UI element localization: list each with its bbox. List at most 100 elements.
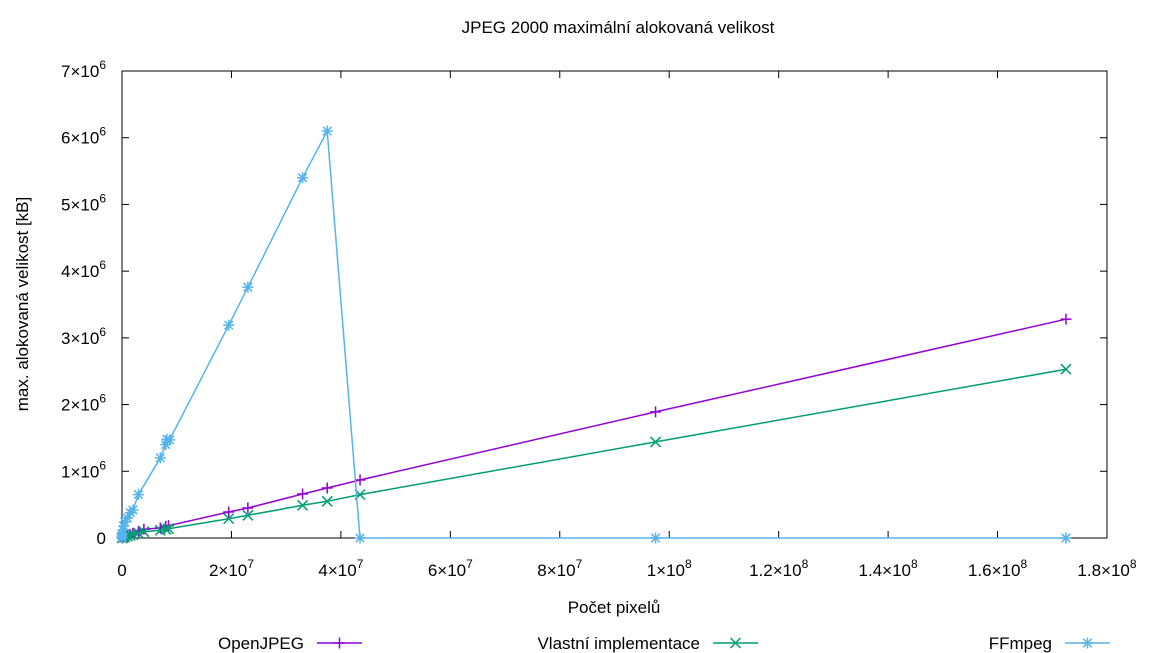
x-tick-label-exp: 8 <box>911 557 918 571</box>
y-tick-label-exp: 6 <box>99 191 106 205</box>
data-point <box>160 523 172 535</box>
x-tick-label-base: 1.2×10 <box>749 561 801 580</box>
x-tick-label-exp: 8 <box>685 557 692 571</box>
y-tick-label-exp: 6 <box>99 258 106 272</box>
x-tick-label-base: 1.6×10 <box>968 561 1020 580</box>
series-line <box>121 128 1066 539</box>
y-tick-label-exp: 6 <box>99 392 106 406</box>
x-tick-label: 2×107 <box>209 557 254 580</box>
data-point <box>1060 313 1072 325</box>
data-point <box>650 532 662 544</box>
data-point <box>297 499 309 511</box>
x-tick-label-exp: 8 <box>1020 557 1027 571</box>
data-point <box>164 434 176 446</box>
data-point <box>138 523 150 535</box>
data-point <box>127 504 139 516</box>
y-tick-label-exp: 6 <box>99 58 106 72</box>
y-tick-label-base: 4×10 <box>61 262 99 281</box>
x-tick-label: 1×108 <box>647 557 692 580</box>
legend: OpenJPEG Vlastní implementace FFmpeg <box>218 634 1110 653</box>
y-tick-label-base: 7×10 <box>61 62 99 81</box>
y-tick-label-base: 6×10 <box>61 129 99 148</box>
y-axis-label: max. alokovaná velikost [kB] <box>13 197 32 411</box>
data-point <box>297 488 309 500</box>
x-tick-label: 0 <box>117 561 126 580</box>
data-point <box>124 529 136 541</box>
legend-marker <box>334 637 345 649</box>
x-tick-label-base: 6×10 <box>428 561 466 580</box>
x-tick-label-base: 1×10 <box>647 561 685 580</box>
series-openjpeg <box>116 313 1072 544</box>
legend-label: Vlastní implementace <box>537 634 700 653</box>
y-tick-label: 7×106 <box>61 58 106 81</box>
x-tick-label-base: 2×10 <box>209 561 247 580</box>
x-axis-label: Počet pixelů <box>568 598 661 617</box>
x-tick-label: 1.8×108 <box>1077 557 1136 580</box>
series-layer <box>116 125 1072 544</box>
y-tick-label-base: 1×10 <box>61 462 99 481</box>
x-tick-label-exp: 8 <box>1130 557 1137 571</box>
y-tick-label: 0 <box>97 529 106 548</box>
series-ffmpeg <box>116 125 1072 544</box>
data-point <box>297 172 309 184</box>
x-tick-label-base: 4×10 <box>318 561 356 580</box>
data-point <box>162 523 175 535</box>
series-line <box>121 318 1067 539</box>
data-point <box>121 512 133 524</box>
plot-area <box>121 70 1108 539</box>
x-tick-label-exp: 7 <box>357 557 364 571</box>
x-tick-label-exp: 7 <box>247 557 254 571</box>
x-tick-label-exp: 7 <box>466 557 473 571</box>
legend-item: OpenJPEG <box>218 634 362 653</box>
data-point <box>223 319 235 331</box>
x-tick-label: 1.4×108 <box>859 557 918 580</box>
series-vlastn-implementace <box>116 363 1072 544</box>
y-tick-label: 6×106 <box>61 125 106 148</box>
data-point <box>138 526 150 538</box>
data-point <box>154 452 166 464</box>
legend-marker <box>1082 637 1093 649</box>
data-point <box>354 532 366 544</box>
data-point <box>223 513 235 525</box>
data-point <box>321 495 333 507</box>
x-tick-label-base: 1.8×10 <box>1077 561 1129 580</box>
y-tick-label: 5×106 <box>61 191 106 214</box>
data-point <box>242 281 254 293</box>
x-tick-label: 1.2×108 <box>749 557 808 580</box>
x-tick-label-base: 1.4×10 <box>859 561 911 580</box>
data-point <box>1060 532 1072 544</box>
data-point <box>321 482 333 494</box>
y-tick-label-exp: 6 <box>99 458 106 472</box>
x-axis: 0 2×107 4×107 6×107 8×107 1×108 1.2×108 1.4×108… <box>117 71 1137 580</box>
y-tick-label: 4×106 <box>61 258 106 281</box>
y-tick-label: 1×106 <box>61 458 106 481</box>
data-point <box>1060 363 1072 375</box>
data-point <box>354 474 366 486</box>
y-tick-label: 2×106 <box>61 392 106 415</box>
data-point <box>321 125 333 137</box>
plot-frame <box>121 70 1108 539</box>
y-tick-label-base: 3×10 <box>61 329 99 348</box>
data-point <box>132 489 144 501</box>
legend-label: FFmpeg <box>989 634 1052 653</box>
y-tick-label-exp: 6 <box>99 325 106 339</box>
data-point <box>223 506 235 518</box>
data-point <box>650 406 662 418</box>
x-tick-label-exp: 7 <box>576 557 583 571</box>
y-tick-label-base: 2×10 <box>61 396 99 415</box>
series-line <box>121 368 1067 539</box>
x-tick-label: 6×107 <box>428 557 473 580</box>
y-tick-label-base: 5×10 <box>61 195 99 214</box>
x-tick-label: 4×107 <box>318 557 363 580</box>
y-tick-label: 3×106 <box>61 325 106 348</box>
chart-title: JPEG 2000 maximální alokovaná velikost <box>462 18 775 37</box>
legend-item: FFmpeg <box>989 634 1110 653</box>
x-tick-label: 1.6×108 <box>968 557 1027 580</box>
legend-label: OpenJPEG <box>218 634 304 653</box>
legend-marker <box>729 637 742 649</box>
legend-item: Vlastní implementace <box>537 634 758 653</box>
data-point <box>242 502 254 514</box>
y-tick-label-exp: 6 <box>99 125 106 139</box>
